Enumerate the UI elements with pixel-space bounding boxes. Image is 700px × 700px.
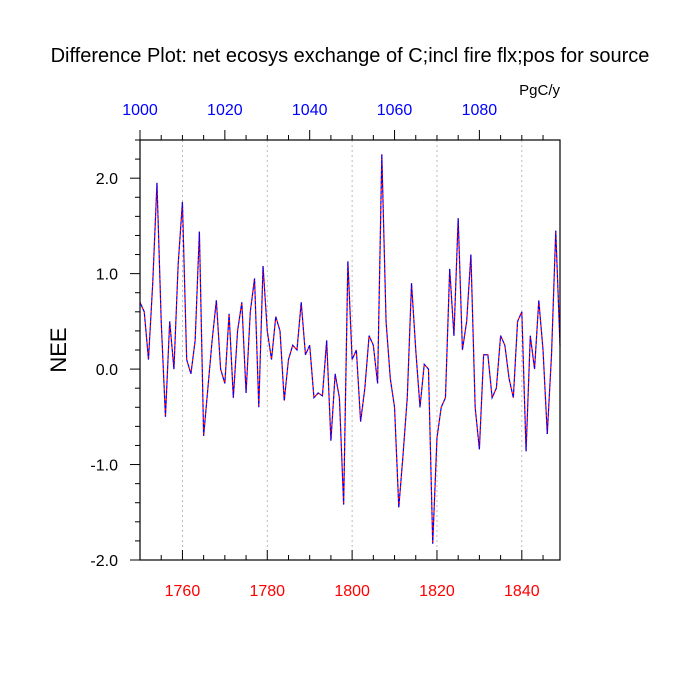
- series-line-red: [139, 154, 561, 544]
- units-label: PgC/y: [519, 82, 560, 99]
- bottom-x-tick-label: 1840: [504, 583, 540, 600]
- chart-title: Difference Plot: net ecosys exchange of …: [51, 45, 650, 67]
- y-tick-labels: 2.0 1.0 0.0 -1.0 -2.0: [90, 171, 118, 570]
- top-x-tick-label: 1060: [377, 102, 413, 119]
- bottom-x-tick-label: 1820: [419, 583, 455, 600]
- axis-ticks: [130, 130, 544, 561]
- series-lines: [139, 154, 561, 544]
- bottom-x-tick-label: 1780: [249, 583, 285, 600]
- bottom-x-tick-labels: 1760 1780 1800 1820 1840: [165, 583, 540, 600]
- top-x-tick-label: 1080: [462, 102, 498, 119]
- top-x-tick-label: 1020: [207, 102, 243, 119]
- bottom-x-tick-label: 1800: [334, 583, 370, 600]
- y-tick-label: 1.0: [96, 267, 118, 284]
- y-tick-label: -2.0: [90, 553, 118, 570]
- y-tick-label: -1.0: [90, 458, 118, 475]
- y-axis-label: NEE: [46, 327, 71, 372]
- series-line-blue: [139, 154, 561, 544]
- top-x-tick-label: 1000: [122, 102, 158, 119]
- y-tick-label: 2.0: [96, 171, 118, 188]
- top-x-tick-label: 1040: [292, 102, 328, 119]
- y-tick-label: 0.0: [96, 362, 118, 379]
- bottom-x-tick-label: 1760: [165, 583, 201, 600]
- plot-frame: [139, 139, 561, 561]
- top-x-tick-labels: 1000 1020 1040 1060 1080: [122, 102, 497, 119]
